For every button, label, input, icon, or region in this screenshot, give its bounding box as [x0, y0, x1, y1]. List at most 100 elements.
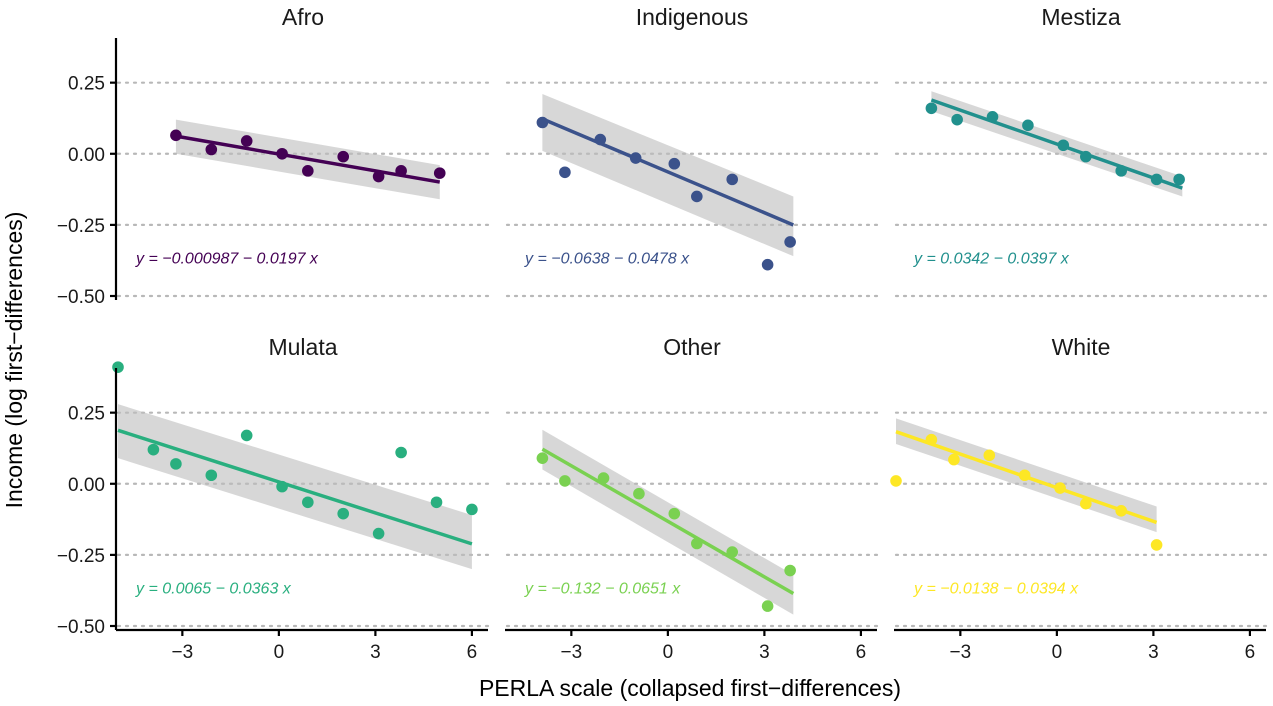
y-tick-label-row-1-0: 0.25 [68, 74, 105, 95]
data-point-indigenous-1 [559, 166, 571, 179]
data-point-white-8 [1150, 539, 1163, 551]
facet-title-white: White [1052, 334, 1111, 360]
y-tick-label-row-2-1: 0.00 [68, 475, 105, 496]
data-point-mulata-5 [276, 480, 288, 493]
data-point-mestiza-1 [951, 113, 963, 126]
data-point-mestiza-8 [1173, 173, 1185, 186]
data-point-indigenous-6 [726, 173, 739, 186]
data-point-mulata-0 [112, 361, 124, 373]
facet-mulata: Mulata y = 0.0065 − 0.0363 x [112, 334, 490, 628]
data-point-indigenous-3 [629, 152, 642, 164]
x-tick-label-other-1: 0 [663, 642, 674, 663]
x-tick-label-white-0: −3 [950, 642, 972, 663]
data-point-mulata-7 [337, 507, 350, 520]
data-point-other-2 [597, 472, 610, 484]
regression-equation-afro: y = −0.000987 − 0.0197 x [135, 250, 319, 267]
data-point-mestiza-4 [1057, 139, 1070, 152]
facet-title-mestiza: Mestiza [1041, 4, 1120, 30]
facet-indigenous: Indigenous y = −0.0638 − 0.0478 x [505, 4, 879, 298]
x-axis-mulata: −3 0 3 6 [116, 628, 488, 663]
y-axis-row-1: 0.25 0.00 −0.25 −0.50 [57, 38, 118, 308]
regression-line-afro [175, 134, 441, 184]
facet-title-mulata: Mulata [268, 334, 337, 360]
data-point-white-5 [1054, 482, 1066, 494]
facet-panels: Afro y = −0.000987 − 0.0197 x Indigenous y … [112, 4, 1268, 628]
data-point-other-7 [761, 600, 774, 612]
facet-afro: Afro y = −0.000987 − 0.0197 x [116, 4, 490, 298]
y-axis-title: Income (log first−differences) [1, 212, 27, 509]
x-tick-label-other-0: −3 [561, 642, 583, 663]
regression-equation-other: y = −0.132 − 0.0651 x [524, 580, 681, 597]
facet-title-indigenous: Indigenous [636, 4, 749, 30]
data-point-indigenous-2 [594, 133, 607, 146]
data-point-white-1 [925, 433, 938, 446]
data-point-white-7 [1115, 505, 1128, 517]
data-point-mestiza-6 [1115, 165, 1128, 177]
data-point-indigenous-4 [668, 157, 681, 170]
x-axis-other: −3 0 3 6 [505, 628, 877, 663]
x-axis-title: PERLA scale (collapsed first−differences… [479, 675, 901, 701]
y-tick-label-row-1-3: −0.50 [57, 287, 105, 308]
data-point-mulata-11 [466, 503, 478, 516]
x-tick-label-other-2: 3 [759, 642, 770, 663]
data-point-mulata-2 [170, 458, 182, 470]
data-point-other-3 [633, 487, 645, 500]
data-point-mestiza-0 [925, 102, 938, 115]
data-point-afro-0 [170, 129, 182, 142]
data-point-mulata-10 [430, 496, 443, 509]
x-axis-white: −3 0 3 6 [894, 628, 1266, 663]
regression-equation-white: y = −0.0138 − 0.0394 x [913, 580, 1079, 597]
data-point-white-4 [1018, 469, 1031, 482]
data-point-indigenous-5 [691, 190, 703, 203]
data-point-afro-2 [240, 135, 253, 147]
regression-equation-mulata: y = 0.0065 − 0.0363 x [135, 580, 292, 597]
facet-white: White y = −0.0138 − 0.0394 x [890, 334, 1268, 628]
x-tick-label-mulata-3: 6 [467, 642, 478, 663]
axes: 0.25 0.00 −0.25 −0.50 −3 0 3 6 0.25 0.00 −0.25 −0.5… [57, 38, 1266, 663]
x-tick-label-mulata-2: 3 [370, 642, 381, 663]
data-point-white-3 [983, 449, 996, 462]
regression-equation-mestiza: y = 0.0342 − 0.0397 x [913, 250, 1070, 267]
data-point-afro-3 [276, 147, 288, 160]
data-point-mestiza-5 [1080, 150, 1092, 163]
y-axis-row-2: 0.25 0.00 −0.25 −0.50 [57, 368, 118, 638]
data-point-mestiza-2 [986, 111, 999, 123]
data-point-mulata-6 [302, 496, 314, 509]
data-point-mestiza-7 [1150, 173, 1163, 186]
data-point-afro-4 [302, 165, 314, 177]
data-point-mulata-1 [147, 443, 160, 456]
data-point-indigenous-0 [536, 116, 549, 129]
regression-line-mestiza [930, 98, 1183, 190]
regression-line-mulata [117, 428, 473, 546]
confidence-band-indigenous [542, 94, 794, 257]
data-point-indigenous-8 [784, 236, 796, 248]
x-tick-label-white-3: 6 [1245, 642, 1256, 663]
x-tick-label-mulata-0: −3 [172, 642, 194, 663]
y-tick-label-row-2-3: −0.50 [57, 617, 105, 638]
facet-other: Other y = −0.132 − 0.0651 x [505, 334, 879, 628]
data-point-other-4 [668, 507, 681, 520]
data-point-afro-5 [337, 150, 350, 163]
data-point-other-6 [726, 546, 739, 558]
data-point-white-2 [948, 453, 960, 466]
data-point-mulata-9 [395, 446, 407, 459]
data-point-other-5 [691, 537, 703, 550]
facet-title-other: Other [663, 334, 721, 360]
y-tick-label-row-1-2: −0.25 [57, 216, 105, 237]
x-tick-label-white-1: 0 [1052, 642, 1063, 663]
data-point-other-8 [784, 564, 796, 577]
data-point-indigenous-7 [761, 258, 774, 271]
data-point-white-0 [890, 475, 902, 487]
data-point-mulata-3 [205, 469, 218, 482]
regression-line-indigenous [541, 117, 795, 227]
y-tick-label-row-2-0: 0.25 [68, 404, 105, 425]
facet-mestiza: Mestiza y = 0.0342 − 0.0397 x [894, 4, 1268, 298]
regression-line-other [541, 447, 795, 596]
data-point-mulata-4 [240, 429, 253, 442]
data-point-other-1 [559, 475, 571, 487]
x-tick-label-mulata-1: 0 [274, 642, 285, 663]
data-point-afro-1 [205, 143, 218, 156]
y-tick-label-row-2-2: −0.25 [57, 546, 105, 567]
data-point-white-6 [1080, 497, 1092, 510]
